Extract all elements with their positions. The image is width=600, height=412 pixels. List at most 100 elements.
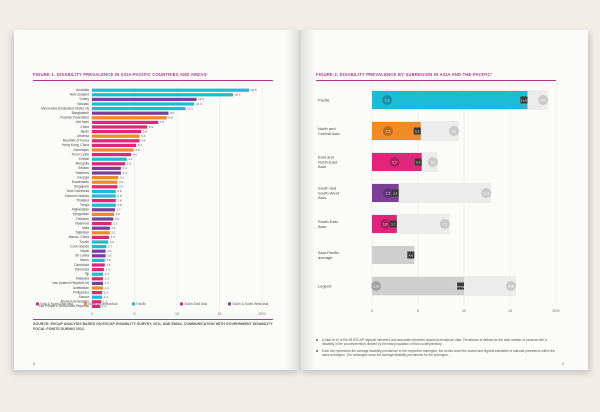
bar-value-label: 18.5 (251, 88, 257, 92)
bar (92, 130, 142, 134)
country-label: Timor-Leste (72, 152, 90, 156)
average-label: 4.6 (409, 253, 414, 257)
legend-swatch (228, 302, 231, 306)
bar (92, 107, 186, 111)
bar-value-label: 2.3 (113, 221, 118, 225)
country-label: Republic of Korea (63, 139, 89, 143)
bar-value-label: 16.6 (235, 93, 241, 97)
bar-value-label: 1.1 (103, 300, 108, 304)
subregion-label: Pacific (318, 97, 330, 102)
bar-value-label: 1.2 (104, 295, 109, 299)
bar-value-label: 2.8 (117, 194, 122, 198)
legend-label: Pacific (137, 302, 147, 306)
bar-value-label: 2.8 (117, 198, 122, 202)
note-2: Each bar represents the average disabili… (316, 349, 556, 358)
country-label: Sri Lanka (75, 254, 89, 258)
bar-value-label: 11.0 (187, 106, 193, 110)
bar (92, 134, 140, 138)
min-label: 1.2 (385, 98, 390, 102)
country-label: Afghanistan (72, 208, 90, 212)
country-label: Russian Federation (60, 116, 89, 120)
subregion-label: Asia-Pacific (318, 250, 339, 255)
country-label: Thailand (76, 198, 89, 202)
country-label: Japan (80, 129, 89, 133)
bar (92, 166, 121, 170)
bar (92, 120, 159, 124)
max-circle (439, 219, 450, 229)
x-tick-label: 20% (552, 309, 560, 313)
country-label: Bangladesh (72, 111, 90, 115)
country-label: Georgia (77, 175, 89, 179)
bar (92, 217, 114, 221)
bar-value-label: 12.3 (198, 97, 204, 101)
bar (92, 116, 167, 120)
max-circle (427, 157, 438, 167)
source-rule (33, 319, 273, 320)
max-label: 8.8 (452, 129, 457, 133)
bar (92, 148, 134, 152)
bar-value-label: 1.2 (104, 290, 109, 294)
bar (92, 254, 106, 258)
bar-value-label: 1.3 (105, 272, 110, 276)
bar-value-label: 2.7 (116, 208, 121, 212)
bar (92, 258, 105, 262)
average-label: 5.4 (416, 160, 421, 164)
bar-value-label: 7.8 (160, 120, 165, 124)
bar (92, 240, 109, 244)
country-label: Hong Kong, China (62, 143, 89, 147)
country-label: Cambodia (74, 263, 89, 267)
subregion-label: South-West (318, 190, 340, 195)
bar (92, 263, 105, 267)
bar-value-label: 2.8 (117, 203, 122, 207)
bar (92, 208, 115, 212)
subregion-label: Asia (318, 164, 327, 169)
max-circle (481, 188, 492, 198)
average-label: 2.7 (391, 222, 396, 226)
country-label: Iran (Islamic Republic of) (53, 281, 89, 285)
range-rectangle (372, 183, 492, 203)
min-label: 1.0 (383, 222, 388, 226)
legend-label: South & South-West Asia (233, 302, 269, 306)
country-label: Vanuatu (77, 102, 89, 106)
country-label: Cook Islands (70, 244, 89, 248)
bar-value-label: 12.0 (196, 102, 202, 106)
bar-value-label: 5.6 (141, 139, 146, 143)
bar-value-label: 1.3 (105, 286, 110, 290)
bar (92, 162, 126, 166)
min-circle (371, 281, 381, 291)
bar (92, 222, 112, 226)
country-label: Solomon Islands (65, 194, 90, 198)
bar-value-label: 2.1 (111, 231, 116, 235)
average-bar (372, 122, 421, 140)
bar (92, 277, 104, 281)
average-bar (372, 91, 528, 109)
country-label: New Caledonia (67, 189, 90, 193)
subregion-label: Asia (318, 224, 327, 229)
bar-value-label: 1.6 (107, 254, 112, 258)
x-tick-label: 20% (258, 312, 266, 316)
max-label: 18.5 (540, 98, 546, 102)
country-label: Tuvalu (79, 240, 89, 244)
bar (92, 199, 116, 203)
min-circle (389, 157, 400, 167)
country-label: Viet Nam (76, 120, 90, 124)
bar-value-label: 5.6 (141, 134, 146, 138)
country-label: Nepal (80, 249, 89, 253)
country-label: Malaysia (76, 277, 89, 281)
x-tick-label: 5 (134, 312, 136, 316)
bar-value-label: 2.5 (115, 217, 120, 221)
x-tick-label: 10 (175, 312, 179, 316)
bar-value-label: 2.6 (116, 212, 121, 216)
country-label: Mongolia (76, 162, 90, 166)
country-label: Kazakhstan (72, 180, 89, 184)
bar-value-label: 4.1 (128, 157, 133, 161)
subregion-label: average (318, 255, 333, 260)
min-label: 2.0 (392, 160, 397, 164)
bar-value-label: 1.9 (110, 240, 115, 244)
country-label: Australia (76, 88, 89, 92)
average-marker (457, 282, 464, 290)
country-label: Bhutan (79, 166, 90, 170)
bar (92, 189, 116, 193)
bar-value-label: 1.5 (106, 258, 111, 262)
